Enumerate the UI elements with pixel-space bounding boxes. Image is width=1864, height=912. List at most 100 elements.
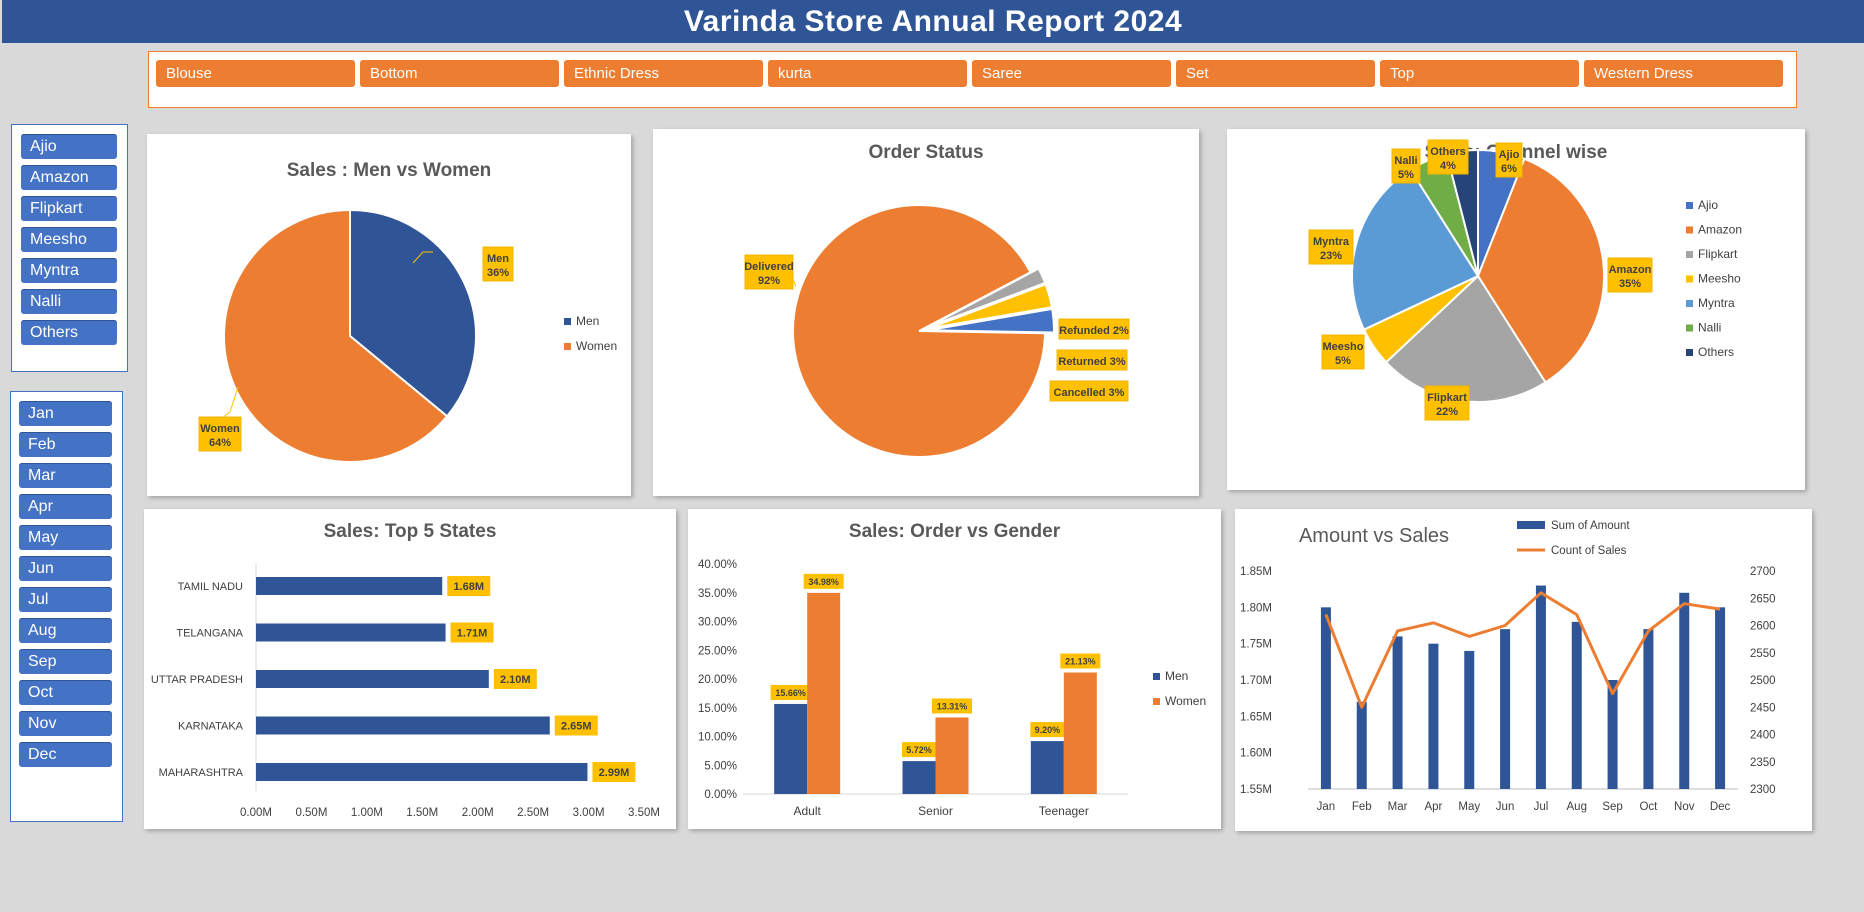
data-label-box xyxy=(803,573,844,589)
channel-button-ajio[interactable]: Ajio xyxy=(21,134,117,159)
chart-title: Order Status xyxy=(868,142,984,163)
legend-women-label: Women xyxy=(576,339,617,353)
data-label-cancelled-box xyxy=(1049,380,1129,402)
data-label: 1.71M xyxy=(457,628,488,640)
legend-sum-of-amount-swatch xyxy=(1517,521,1545,529)
y2-tick-label: 2400 xyxy=(1750,730,1776,742)
age-gender-column-chart: 0.00% 5.00% 10.00% 15.00% 20.00% 25.00% 30.00%… xyxy=(698,559,1206,818)
data-label-meesho-text: Meesho xyxy=(1323,341,1364,353)
month-button-jan[interactable]: Jan xyxy=(19,401,112,426)
y-tick-label: 35.00% xyxy=(698,588,737,600)
month-button-mar[interactable]: Mar xyxy=(19,463,112,488)
month-button-sep[interactable]: Sep xyxy=(19,649,112,674)
category-button-kurta[interactable]: kurta xyxy=(768,60,967,87)
chart-title: Sales: Order vs Gender xyxy=(848,521,1061,542)
channel-button-nalli[interactable]: Nalli xyxy=(21,289,117,314)
data-label-men-box xyxy=(482,246,514,282)
month-button-may[interactable]: May xyxy=(19,525,112,550)
category-button-bottom[interactable]: Bottom xyxy=(360,60,559,87)
x-tick-label: Jun xyxy=(1496,801,1515,813)
x-tick-label: 3.00M xyxy=(573,807,605,819)
category-button-ethnic-dress[interactable]: Ethnic Dress xyxy=(564,60,763,87)
data-label-box xyxy=(554,715,598,736)
category-label: UTTAR PRADESH xyxy=(151,674,243,686)
states-chart-panel: Sales: Top 5 States TAMIL NADU 1.68M TELAN… xyxy=(144,509,676,829)
y-tick-label: 1.60M xyxy=(1240,748,1272,760)
data-label-amazon-text: 35% xyxy=(1619,278,1641,290)
legend-others-label: Others xyxy=(1698,345,1734,359)
month-button-jun[interactable]: Jun xyxy=(19,556,112,581)
x-tick-label: Mar xyxy=(1388,801,1408,813)
category-button-blouse[interactable]: Blouse xyxy=(156,60,355,87)
x-tick-label: 0.50M xyxy=(295,807,327,819)
y-tick-label: 25.00% xyxy=(698,645,737,657)
data-label-women-text: 64% xyxy=(209,437,231,449)
data-label-delivered-text: Delivered xyxy=(744,261,794,273)
month-button-apr[interactable]: Apr xyxy=(19,494,112,519)
data-label-women-box xyxy=(198,416,242,452)
legend-amazon-swatch xyxy=(1686,226,1693,234)
data-label-box xyxy=(493,669,537,689)
y-tick-label: 30.00% xyxy=(698,617,737,629)
bar-jan xyxy=(1320,607,1331,789)
y-tick-label: 1.85M xyxy=(1240,566,1272,578)
pie-slice-delivered xyxy=(792,204,1047,458)
month-button-aug[interactable]: Aug xyxy=(19,618,112,643)
channel-button-amazon[interactable]: Amazon xyxy=(21,165,117,190)
x-tick-label: 2.00M xyxy=(462,807,494,819)
y-tick-label: 1.75M xyxy=(1240,639,1272,651)
leader-line-men xyxy=(412,251,433,264)
bar-adult-women xyxy=(807,592,841,794)
month-button-feb[interactable]: Feb xyxy=(19,432,112,457)
month-button-dec[interactable]: Dec xyxy=(19,742,112,767)
legend-others-swatch xyxy=(1686,349,1693,356)
category-button-western-dress[interactable]: Western Dress xyxy=(1584,60,1783,87)
data-label-myntra-text: 23% xyxy=(1320,250,1342,262)
men-women-pie-chart: Men 36% Women 64% Men Women xyxy=(198,208,617,463)
bar-tamil-nadu xyxy=(256,577,443,595)
month-button-jul[interactable]: Jul xyxy=(19,587,112,612)
category-label: TAMIL NADU xyxy=(178,581,243,593)
x-tick-label: 1.50M xyxy=(406,807,438,819)
category-label: TELANGANA xyxy=(176,628,243,640)
data-label-nalli-box xyxy=(1391,148,1421,184)
data-label-box xyxy=(447,576,491,596)
legend-myntra-swatch xyxy=(1686,300,1693,307)
category-button-top[interactable]: Top xyxy=(1380,60,1579,87)
month-slicer: Jan Feb Mar Apr May Jun Jul Aug Sep Oct … xyxy=(10,391,123,822)
data-label: 34.98% xyxy=(808,577,839,587)
x-tick-label: Dec xyxy=(1710,801,1731,813)
legend-men-swatch xyxy=(1153,673,1160,680)
data-label-others-text: Others xyxy=(1430,146,1465,158)
states-bar-chart: TAMIL NADU 1.68M TELANGANA 1.71M UTTAR PRADE… xyxy=(151,564,660,819)
month-button-oct[interactable]: Oct xyxy=(19,680,112,705)
y-tick-label: 1.55M xyxy=(1240,784,1272,796)
bar-uttar-pradesh xyxy=(256,670,489,688)
month-button-nov[interactable]: Nov xyxy=(19,711,112,736)
data-label: 13.31% xyxy=(937,701,968,711)
data-label-men-text: 36% xyxy=(487,267,509,279)
x-tick-label: Jul xyxy=(1534,801,1549,813)
chart-title: Sales: Top 5 States xyxy=(323,521,497,542)
channel-button-myntra[interactable]: Myntra xyxy=(21,258,117,283)
age-gender-chart-panel: Sales: Order vs Gender 0.00% 5.00% 10.00% 1… xyxy=(688,509,1221,829)
category-button-set[interactable]: Set xyxy=(1176,60,1375,87)
data-label-meesho-text: 5% xyxy=(1335,355,1351,367)
data-label-nalli-text: Nalli xyxy=(1394,155,1417,167)
bar-jun xyxy=(1500,629,1511,789)
x-tick-label: Feb xyxy=(1352,801,1372,813)
legend-flipkart-swatch xyxy=(1686,251,1693,258)
pie-slice-cancelled xyxy=(927,307,1055,334)
category-slicer: Blouse Bottom Ethnic Dress kurta Saree S… xyxy=(148,51,1797,108)
data-label: 2.99M xyxy=(599,767,630,779)
channel-pie-chart: Ajio 6% Amazon 35% Flipkart 22% Meesho 5% Myntra… xyxy=(1308,139,1742,421)
x-tick-label: May xyxy=(1458,801,1480,813)
data-label-box xyxy=(770,684,811,700)
channel-button-others[interactable]: Others xyxy=(21,320,117,345)
y2-tick-label: 2350 xyxy=(1750,757,1776,769)
legend-meesho-swatch xyxy=(1686,275,1693,283)
channel-button-flipkart[interactable]: Flipkart xyxy=(21,196,117,221)
category-button-saree[interactable]: Saree xyxy=(972,60,1171,87)
data-label-flipkart-text: Flipkart xyxy=(1427,392,1467,404)
channel-button-meesho[interactable]: Meesho xyxy=(21,227,117,252)
